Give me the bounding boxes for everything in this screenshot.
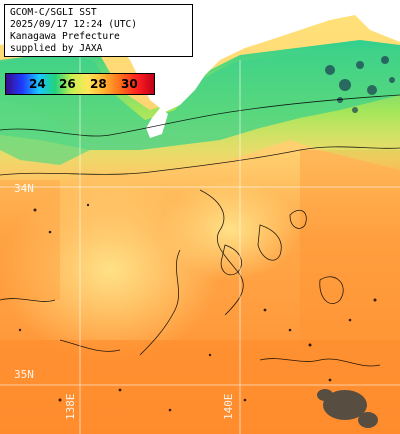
- lon-label-140e: 140E: [222, 393, 235, 421]
- land-mass: [205, 30, 230, 55]
- lon-label-138e: 138E: [64, 393, 77, 421]
- colorbar-tick-label: 28: [90, 77, 107, 91]
- title-datetime: 2025/09/17 12:24 (UTC): [10, 19, 138, 30]
- speckle-islands: [18, 203, 377, 412]
- colorbar-tick-label: 26: [59, 77, 76, 91]
- bay-cold-water: [0, 100, 90, 165]
- hot-band: [300, 150, 400, 350]
- title-box: GCOM-C/SGLI SST 2025/09/17 12:24 (UTC) K…: [4, 4, 193, 57]
- colorbar-tick-label: 30: [121, 77, 138, 91]
- cloud-patch: [317, 389, 378, 428]
- sst-contours: [0, 94, 400, 367]
- title-sensor: GCOM-C/SGLI SST: [10, 7, 97, 18]
- sst-colorbar: 24 26 28 30: [5, 73, 155, 95]
- cloud-speckle: [325, 56, 395, 113]
- colorbar-gradient: [6, 74, 154, 94]
- hot-band: [0, 340, 400, 434]
- title-region: Kanagawa Prefecture: [10, 31, 120, 42]
- colorbar-tick-label: 24: [29, 77, 46, 91]
- title-supplier: supplied by JAXA: [10, 43, 103, 54]
- hot-band: [0, 180, 60, 300]
- warm-patch: [160, 180, 300, 280]
- lat-label-35n: 35N: [14, 368, 34, 381]
- lat-label-34n: 34N: [14, 182, 34, 195]
- land-mass: [146, 108, 168, 138]
